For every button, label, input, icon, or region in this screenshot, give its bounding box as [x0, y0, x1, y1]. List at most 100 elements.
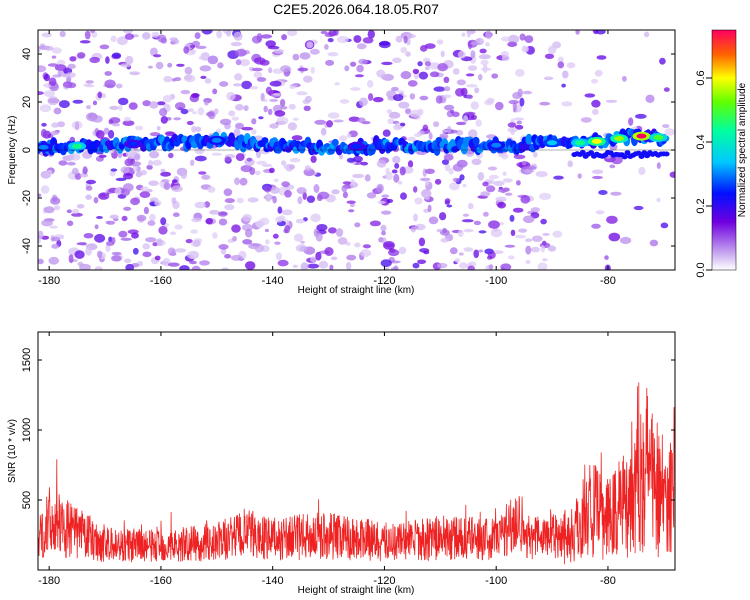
scatter-blob [380, 259, 392, 267]
scatter-blob [501, 36, 510, 42]
scatter-blob [356, 64, 364, 73]
scatter-blob [148, 160, 154, 166]
scatter-blob [369, 220, 381, 227]
scatter-blob [123, 30, 133, 34]
scatter-blob [428, 132, 433, 140]
scatter-blob [129, 71, 141, 76]
scatter-blob [557, 56, 564, 63]
scatter-blob [400, 192, 407, 200]
scatter-blob [465, 150, 475, 157]
scatter-blob [295, 218, 305, 224]
scatter-blob [92, 100, 98, 106]
scatter-blob [535, 171, 548, 178]
scatter-blob [186, 120, 194, 126]
scatter-blob [530, 246, 540, 253]
scatter-blob [249, 85, 259, 90]
scatter-blob [479, 38, 484, 44]
scatter-blob [424, 180, 429, 186]
scatter-blob [488, 174, 499, 180]
scatter-blob [656, 162, 661, 170]
scatter-blob [299, 52, 311, 60]
scatter-blob [245, 228, 253, 238]
scatter-blob [231, 116, 239, 121]
scatter-blob [342, 181, 352, 185]
scatter-blob [440, 237, 450, 243]
x-tick-label: -100 [485, 575, 507, 587]
scatter-blob [277, 259, 289, 267]
scatter-blob [38, 237, 41, 244]
band-blob [261, 137, 269, 145]
scatter-blob [345, 261, 352, 270]
scatter-blob [264, 185, 272, 193]
scatter-blob [234, 49, 247, 57]
scatter-blob [446, 125, 452, 134]
band-blob [327, 147, 335, 155]
scatter-blob [382, 129, 391, 137]
scatter-blob [502, 171, 507, 176]
scatter-blob [67, 63, 76, 70]
scatter-blob [392, 57, 402, 64]
scatter-blob [207, 55, 219, 65]
scatter-blob [446, 204, 453, 208]
scatter-blob [108, 119, 114, 125]
scatter-blob [611, 155, 623, 165]
scatter-blob [151, 31, 160, 38]
scatter-blob [317, 191, 330, 200]
scatter-blob [428, 216, 439, 225]
scatter-blob [86, 105, 91, 110]
scatter-blob [194, 155, 207, 162]
scatter-blob [135, 171, 142, 178]
scatter-blob [230, 254, 243, 261]
scatter-blob [85, 246, 92, 256]
scatter-blob [521, 160, 527, 166]
scatter-blob [43, 45, 54, 51]
scatter-blob [592, 108, 599, 115]
scatter-blob [160, 116, 168, 124]
scatter-blob [76, 242, 87, 246]
scatter-blob [331, 189, 340, 195]
x-tick-label: -80 [600, 275, 616, 287]
scatter-blob [516, 120, 522, 125]
scatter-blob [136, 214, 147, 222]
scatter-blob [167, 262, 180, 267]
scatter-blob [117, 152, 123, 159]
scatter-blob [167, 247, 176, 256]
scatter-blob [409, 109, 422, 118]
colorbar: 0.0 0.2 0.4 0.6 Normalized spectral amplitu… [695, 29, 748, 278]
band-peak-core [591, 138, 602, 144]
scatter-blob [304, 165, 311, 171]
scatter-blob [106, 220, 116, 225]
scatter-blob [669, 171, 675, 178]
scatter-blob [51, 236, 61, 242]
scatter-blob [231, 224, 241, 233]
scatter-blob [346, 133, 352, 139]
scatter-blob [130, 197, 140, 206]
x-tick-label: -80 [600, 575, 616, 587]
scatter-blob [48, 98, 60, 104]
scatter-blob [522, 90, 533, 95]
scatter-blob [398, 101, 410, 109]
scatter-blob [310, 155, 317, 163]
scatter-blob [207, 186, 216, 193]
spectrogram-y-label: Frequency (Hz) [7, 116, 18, 185]
scatter-blob [85, 179, 97, 185]
scatter-blob [161, 179, 170, 183]
scatter-blob [604, 255, 609, 260]
scatter-blob [58, 160, 68, 166]
scatter-blob [236, 197, 244, 204]
scatter-blob [635, 113, 647, 119]
scatter-blob [326, 120, 333, 128]
scatter-blob [598, 190, 608, 195]
scatter-blob [104, 79, 116, 89]
scatter-blob [265, 239, 270, 245]
scatter-blob [437, 62, 448, 72]
scatter-blob [191, 125, 197, 133]
scatter-blob [362, 37, 374, 44]
scatter-blob [219, 118, 232, 126]
scatter-blob [82, 166, 88, 175]
scatter-blob [509, 214, 515, 222]
scatter-blob [120, 166, 130, 174]
scatter-blob [398, 181, 403, 185]
scatter-blob [174, 248, 187, 253]
scatter-blob [452, 163, 464, 172]
